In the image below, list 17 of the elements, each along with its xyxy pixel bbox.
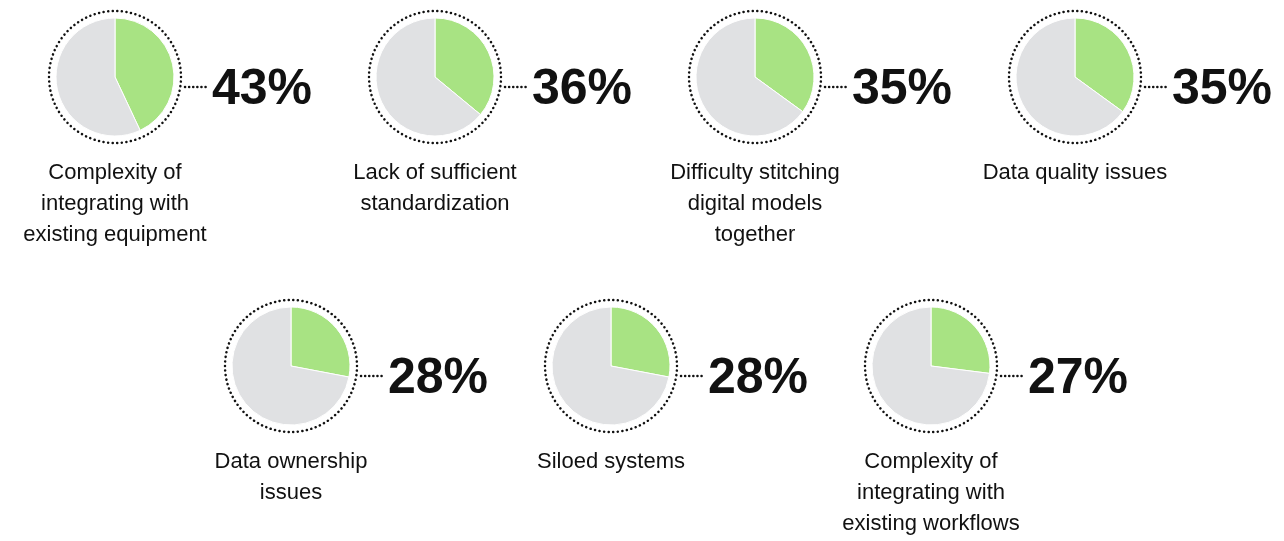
pie-slice [231,306,350,426]
data-label: 35% [1172,59,1273,115]
text: Siloed systems [537,448,685,473]
text: Complexity of integrating with existing workflows [842,448,1020,535]
pie-slice [871,306,991,426]
data-label: 27% [1028,348,1129,404]
data-label: 28% [708,348,809,404]
text: Data quality issues [982,159,1168,184]
data-label: 43% [212,59,313,115]
data-label: 35% [852,59,953,115]
data-label: 28% [388,348,489,404]
pie-slice [551,306,670,426]
text: Complexity of integrating with existing equipment [23,159,207,246]
data-label: 36% [532,59,633,115]
text: Difficulty stitching digital models together [670,159,840,246]
text: Lack of sufficient standardization [353,159,517,215]
text: Data ownership issues [214,448,368,504]
